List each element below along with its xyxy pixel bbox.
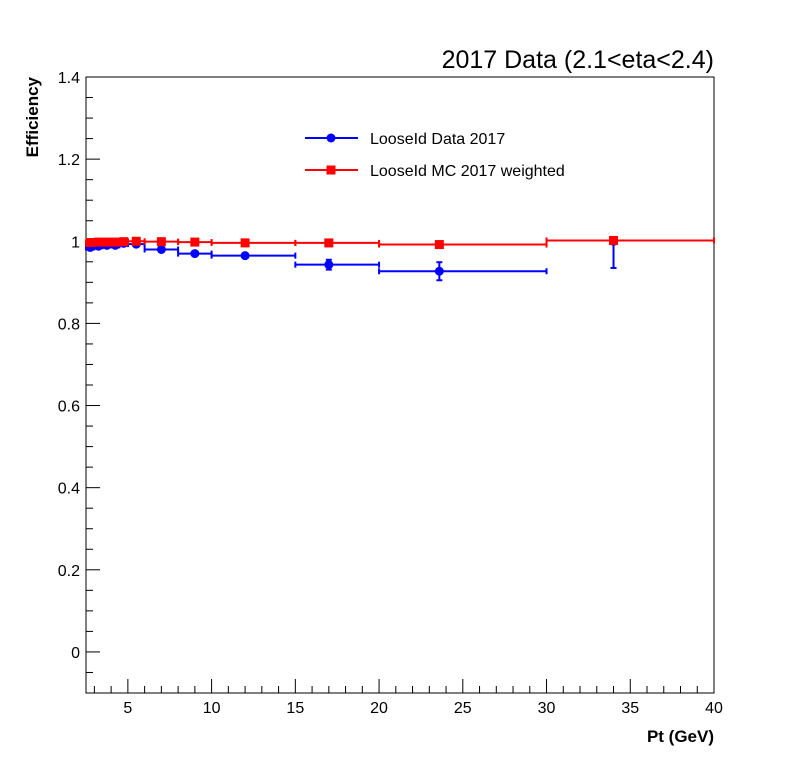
data-point bbox=[110, 237, 121, 247]
square-marker bbox=[324, 238, 334, 248]
x-tick-label: 35 bbox=[621, 700, 639, 717]
data-point bbox=[210, 251, 297, 261]
data-point bbox=[143, 237, 180, 247]
y-tick-label: 1.2 bbox=[58, 152, 80, 169]
square-marker bbox=[119, 237, 129, 247]
y-tick-label: 0.2 bbox=[58, 563, 80, 580]
data-point bbox=[378, 261, 548, 282]
legend-circle-marker bbox=[326, 133, 336, 143]
legend-label: LooseId MC 2017 weighted bbox=[370, 163, 565, 180]
data-point bbox=[545, 235, 715, 245]
legend-entry: LooseId MC 2017 weighted bbox=[305, 163, 565, 180]
square-marker bbox=[434, 240, 444, 250]
square-marker bbox=[110, 237, 120, 247]
legend: LooseId Data 2017 LooseId MC 2017 weighte… bbox=[305, 131, 565, 180]
data-point bbox=[378, 240, 548, 250]
circle-marker bbox=[190, 249, 200, 259]
circle-marker bbox=[324, 260, 334, 270]
legend-square-marker bbox=[326, 165, 336, 175]
series-mc bbox=[85, 235, 715, 250]
square-marker bbox=[240, 238, 250, 248]
data-point bbox=[101, 237, 113, 247]
data-series bbox=[85, 235, 715, 282]
circle-marker bbox=[156, 244, 166, 254]
legend-entry: LooseId Data 2017 bbox=[305, 131, 505, 148]
square-marker bbox=[190, 237, 200, 247]
square-marker bbox=[609, 235, 619, 245]
data-point bbox=[210, 238, 297, 248]
x-axis-title: Pt (GeV) bbox=[647, 727, 714, 746]
data-point bbox=[118, 237, 129, 247]
data-point bbox=[93, 237, 104, 247]
x-tick-label: 10 bbox=[203, 700, 221, 717]
x-tick-label: 40 bbox=[705, 700, 723, 717]
legend-label: LooseId Data 2017 bbox=[370, 131, 505, 148]
data-point bbox=[294, 258, 381, 271]
square-marker bbox=[102, 237, 112, 247]
axes: 5 10 15 20 25 30 35 40 0 0.2 0.4 0.6 0.8 1 1.2 1.4 bbox=[58, 70, 723, 717]
y-tick-label: 0 bbox=[71, 645, 80, 662]
data-point bbox=[177, 249, 213, 259]
square-marker bbox=[94, 237, 104, 247]
y-tick-label: 0.4 bbox=[58, 481, 80, 498]
x-tick-label: 5 bbox=[123, 700, 132, 717]
y-tick-label: 0.6 bbox=[58, 399, 80, 416]
x-tick-label: 30 bbox=[538, 700, 556, 717]
y-tick-label: 1.4 bbox=[58, 70, 80, 87]
x-tick-label: 20 bbox=[370, 700, 388, 717]
x-tick-label: 15 bbox=[286, 700, 304, 717]
data-point bbox=[85, 237, 96, 247]
data-point bbox=[177, 237, 213, 247]
x-tick-label: 25 bbox=[454, 700, 472, 717]
y-tick-label: 1 bbox=[71, 234, 80, 251]
data-point bbox=[294, 238, 381, 248]
square-marker bbox=[131, 236, 141, 246]
circle-marker bbox=[240, 251, 250, 261]
chart-title: 2017 Data (2.1<eta<2.4) bbox=[442, 46, 714, 74]
y-axis-title: Efficiency bbox=[23, 76, 42, 157]
square-marker bbox=[85, 237, 95, 247]
square-marker bbox=[156, 237, 166, 247]
y-tick-label: 0.8 bbox=[58, 316, 80, 333]
circle-marker bbox=[434, 266, 444, 276]
data-point bbox=[143, 244, 180, 254]
